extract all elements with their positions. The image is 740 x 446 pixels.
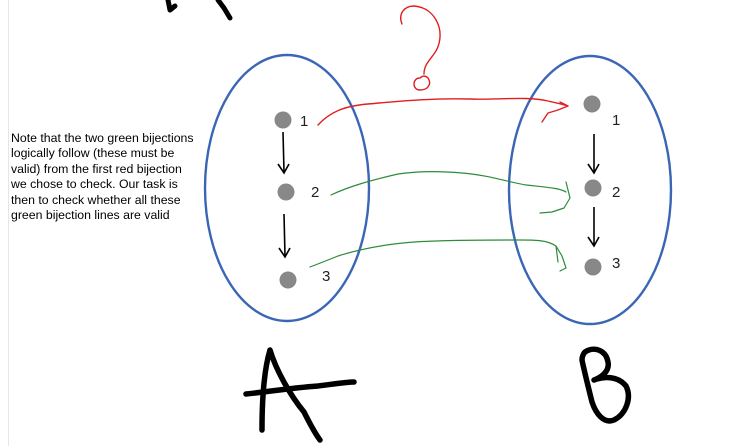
set-b-arrow-2-to-3 [587,207,600,248]
set-a-point-3 [279,271,297,289]
red-bijection-line [317,97,569,126]
set-a-point-2 [277,183,295,201]
set-b-handwritten-label [579,346,632,424]
green-bijection-line-3 [309,239,567,272]
set-a-arrow-2-to-3 [278,213,291,259]
set-b-point-2 [584,179,602,197]
set-b-ellipse [507,54,673,326]
red-question-mark [400,5,441,91]
set-b-label-1: 1 [612,112,620,129]
page-margin-rule [8,0,9,446]
set-a-label-2: 2 [311,184,319,201]
set-a-handwritten-label [243,347,357,443]
partial-top-letter [165,0,233,21]
set-a-ellipse [203,53,371,323]
green-bijection-line-2 [330,171,571,214]
set-a-arrow-1-to-2 [277,131,290,175]
set-a-label-3: 3 [322,268,330,285]
set-b-label-2: 2 [612,184,620,201]
explanation-note: Note that the two green bijections logic… [11,131,194,223]
set-a-point-1 [274,111,292,129]
set-b-point-1 [583,95,601,113]
set-b-point-3 [584,258,602,276]
set-b-label-3: 3 [612,255,620,272]
set-a-label-1: 1 [300,113,308,130]
set-b-arrow-1-to-2 [587,134,600,175]
